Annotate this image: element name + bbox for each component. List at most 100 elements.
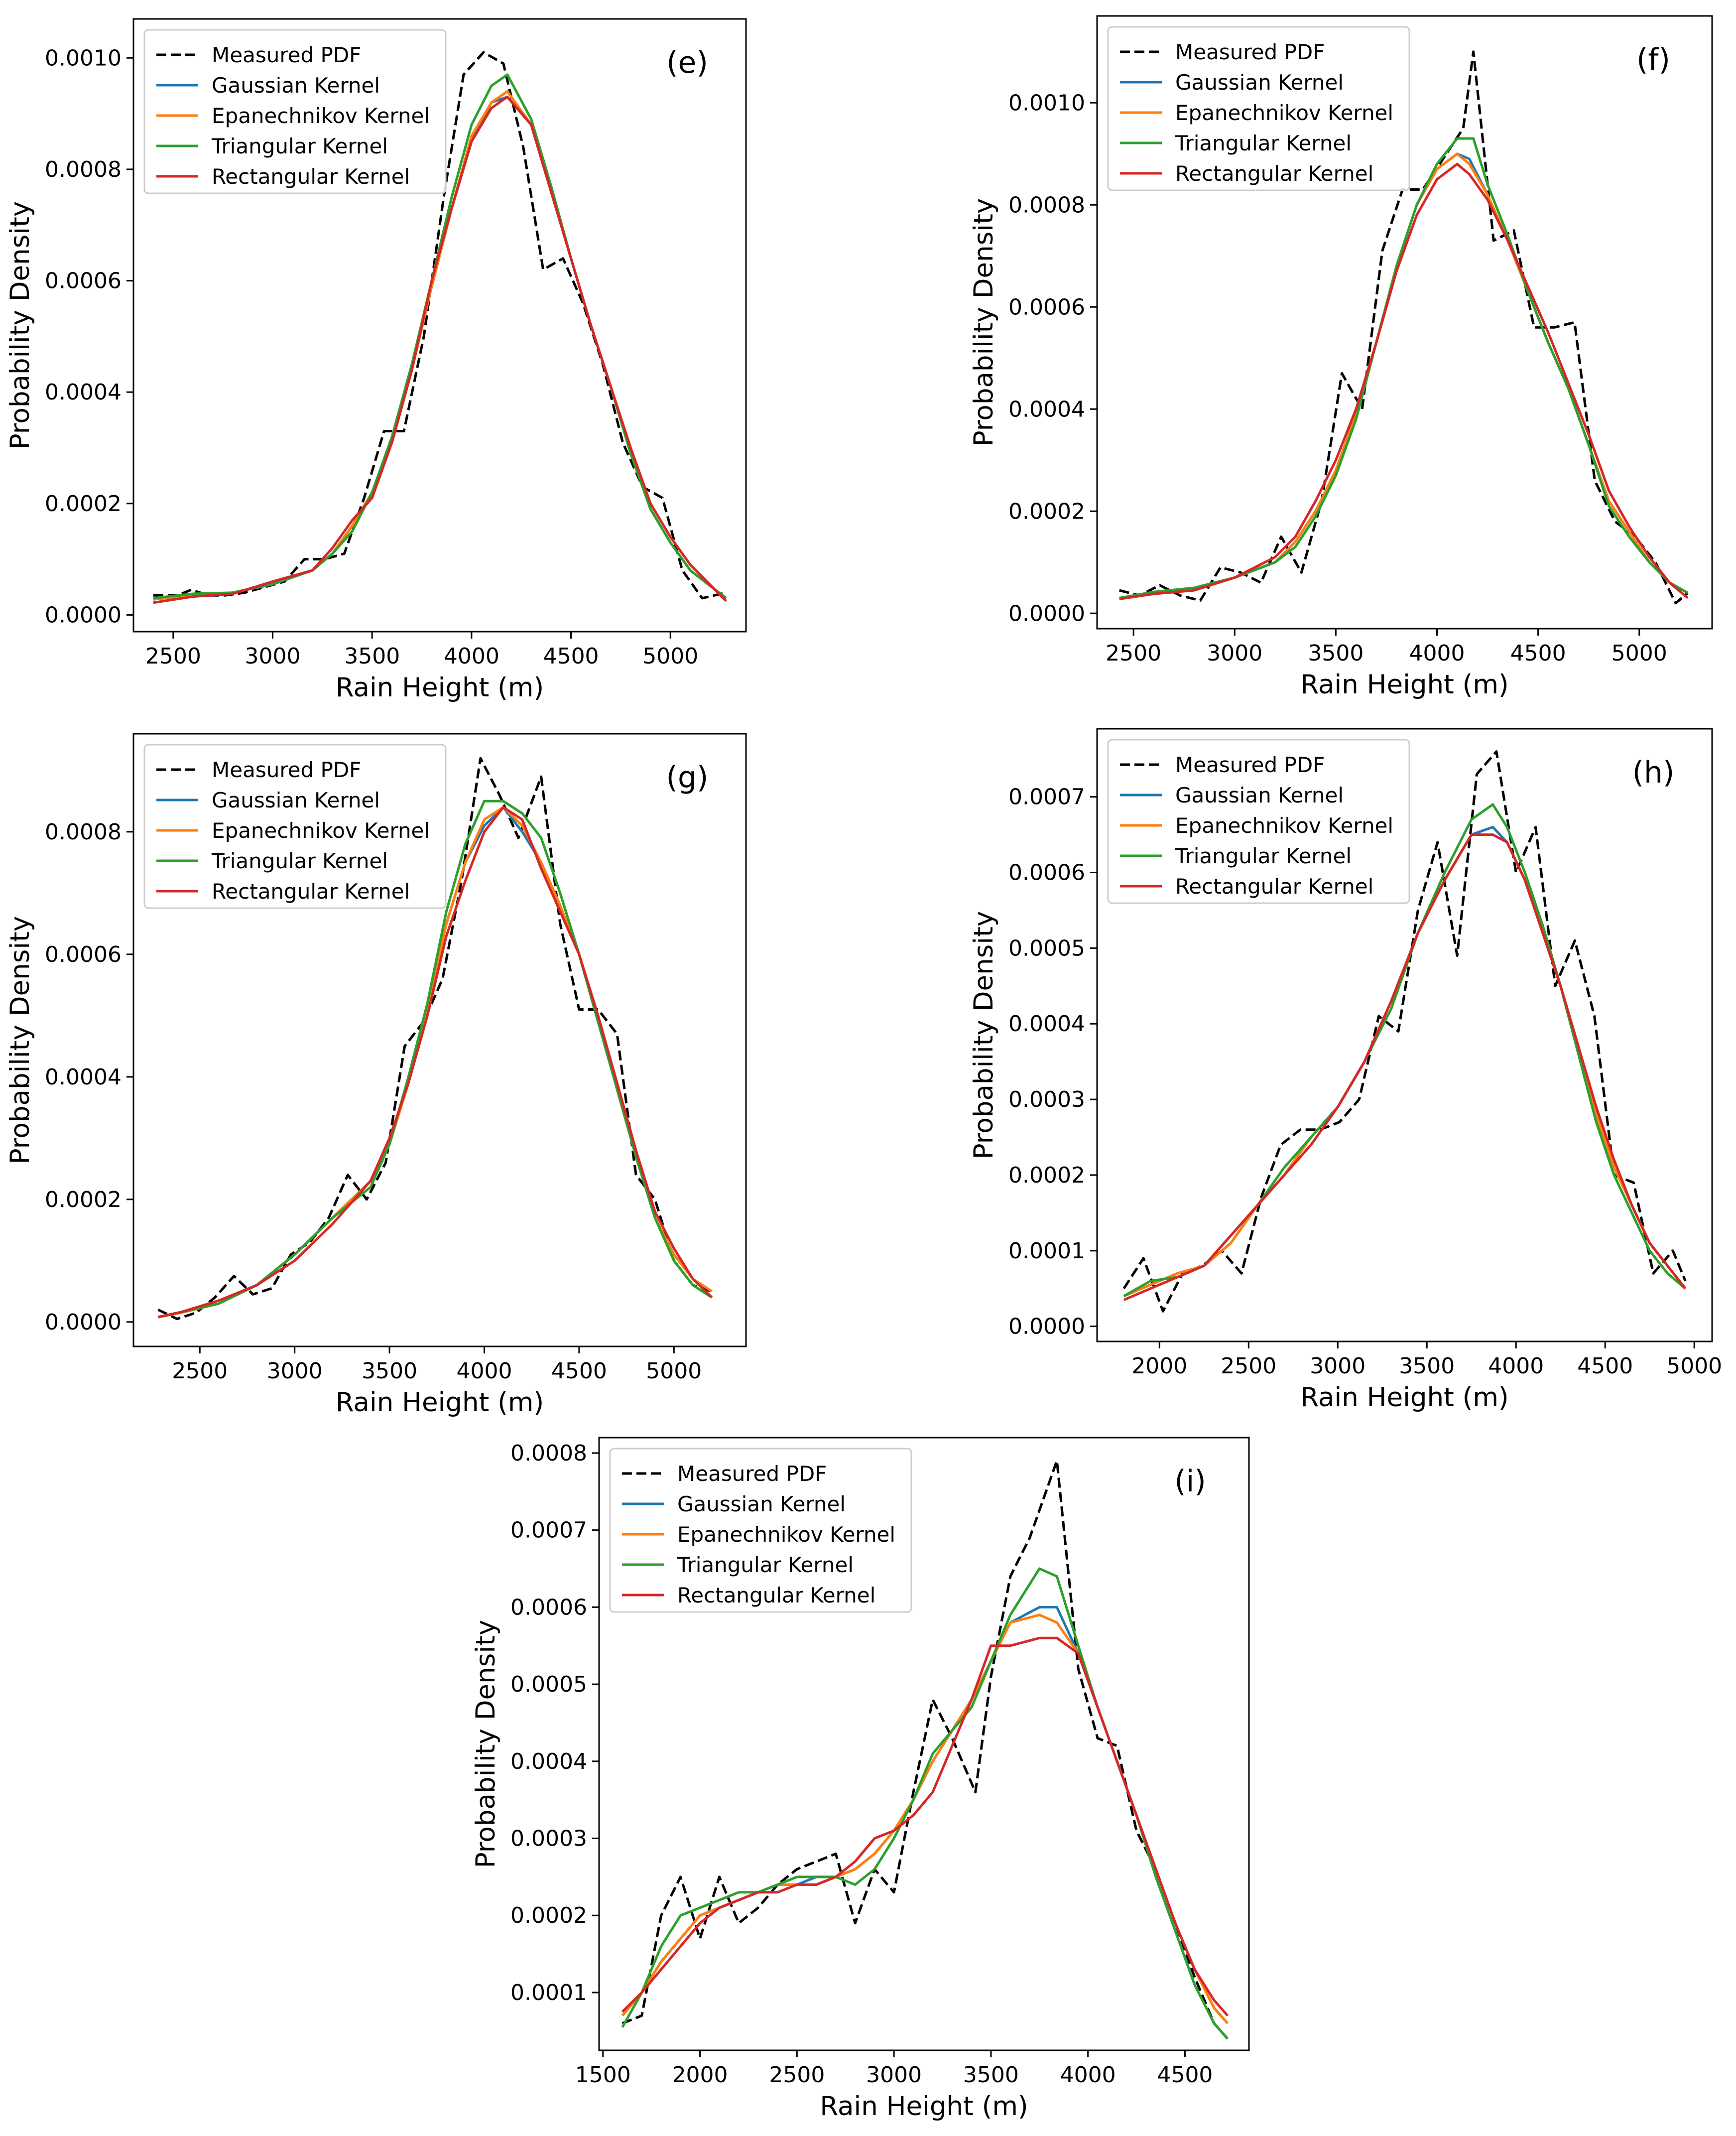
y-tick-label: 0.0000 — [1008, 1314, 1085, 1339]
x-tick-label: 3000 — [1207, 641, 1262, 666]
y-tick-label: 0.0005 — [1008, 935, 1085, 961]
y-axis-title: Probability Density — [5, 201, 35, 450]
legend-label: Rectangular Kernel — [677, 1583, 875, 1607]
y-tick-label: 0.0006 — [510, 1595, 587, 1620]
y-tick-label: 0.0002 — [510, 1903, 587, 1928]
y-tick-label: 0.0006 — [1008, 294, 1085, 320]
y-tick-label: 0.0004 — [45, 1065, 122, 1090]
x-tick-label: 1500 — [575, 2062, 631, 2088]
x-tick-label: 3500 — [1399, 1353, 1455, 1379]
x-tick-label: 2500 — [1106, 641, 1161, 666]
panel-0: 2500 3000 3500 4000 4500 5000 0.0000 0.0002 0.00… — [5, 18, 747, 703]
x-tick-label: 5000 — [1666, 1353, 1722, 1379]
x-tick-label: 3500 — [344, 644, 400, 669]
y-tick-label: 0.0004 — [1008, 1011, 1085, 1037]
x-tick-label: 3500 — [1308, 641, 1364, 666]
y-tick-label: 0.0004 — [510, 1749, 587, 1774]
y-tick-label: 0.0005 — [510, 1672, 587, 1697]
panel-label: (h) — [1632, 755, 1675, 790]
panel-3: 2000 2500 3000 3500 4000 4500 5000 0.0000 0.0001… — [969, 728, 1722, 1413]
y-axis-title: Probability Density — [471, 1620, 501, 1869]
y-axis-title: Probability Density — [969, 198, 999, 447]
x-axis-title: Rain Height (m) — [1300, 1382, 1508, 1413]
series-line-measured-pdf — [621, 1459, 1229, 2040]
y-tick-label: 0.0006 — [45, 942, 122, 967]
x-tick-label: 2500 — [769, 2062, 825, 2088]
series-group — [1119, 50, 1689, 605]
legend-label: Epanechnikov Kernel — [212, 104, 430, 128]
legend-box — [143, 744, 447, 909]
y-tick-label: 0.0001 — [510, 1980, 587, 2005]
legend-label: Epanechnikov Kernel — [677, 1522, 895, 1547]
y-tick-label: 0.0008 — [45, 819, 122, 845]
x-axis-title: Rain Height (m) — [820, 2091, 1028, 2122]
y-tick-label: 0.0002 — [45, 491, 122, 517]
series-group — [1122, 750, 1687, 1313]
legend-label: Gaussian Kernel — [212, 788, 380, 812]
x-axis-title: Rain Height (m) — [1300, 669, 1508, 700]
panel-4: 1500 2000 2500 3000 3500 4000 4500 0.0001 0.0002… — [471, 1437, 1250, 2122]
y-tick-label: 0.0002 — [1008, 499, 1085, 524]
y-tick-label: 0.0000 — [45, 1310, 122, 1335]
x-tick-label: 3000 — [245, 644, 301, 669]
x-tick-label: 4000 — [1488, 1353, 1544, 1379]
y-tick-label: 0.0001 — [1008, 1238, 1085, 1264]
y-tick-label: 0.0004 — [45, 380, 122, 405]
y-tick-label: 0.0006 — [1008, 860, 1085, 886]
y-tick-label: 0.0008 — [45, 157, 122, 182]
y-tick-label: 0.0000 — [45, 602, 122, 628]
x-tick-label: 4500 — [551, 1358, 607, 1384]
y-tick-label: 0.0004 — [1008, 397, 1085, 422]
x-tick-label: 4500 — [1577, 1353, 1633, 1379]
y-tick-label: 0.0000 — [1008, 601, 1085, 626]
x-tick-label: 4500 — [1510, 641, 1566, 666]
x-tick-label: 4500 — [543, 644, 599, 669]
series-group — [621, 1459, 1229, 2040]
legend-label: Triangular Kernel — [211, 849, 388, 873]
legend-box — [143, 29, 447, 194]
series-group — [157, 757, 713, 1321]
x-tick-label: 3000 — [267, 1358, 323, 1384]
x-tick-label: 2500 — [145, 644, 201, 669]
panel-1: 2500 3000 3500 4000 4500 5000 0.0000 0.0002 0.00… — [969, 15, 1713, 700]
x-tick-label: 4000 — [456, 1358, 512, 1384]
y-tick-label: 0.0002 — [45, 1187, 122, 1212]
legend-box — [1107, 739, 1410, 904]
y-tick-label: 0.0002 — [1008, 1163, 1085, 1188]
x-tick-label: 4500 — [1157, 2062, 1213, 2088]
y-tick-label: 0.0008 — [1008, 192, 1085, 218]
legend-label: Rectangular Kernel — [1175, 874, 1373, 899]
legend-label: Gaussian Kernel — [1175, 783, 1344, 807]
x-tick-label: 3000 — [866, 2062, 922, 2088]
y-tick-label: 0.0010 — [1008, 90, 1085, 116]
x-tick-label: 4000 — [1060, 2062, 1116, 2088]
legend-label: Measured PDF — [212, 43, 361, 67]
axes-frame — [1096, 728, 1713, 1342]
panel-label: (g) — [666, 760, 709, 795]
x-tick-label: 2000 — [1131, 1353, 1187, 1379]
legend-label: Triangular Kernel — [211, 134, 388, 158]
x-tick-label: 3500 — [362, 1358, 417, 1384]
legend-label: Measured PDF — [677, 1462, 827, 1486]
legend-label: Rectangular Kernel — [1175, 161, 1373, 186]
series-line-rectangular-kernel — [621, 1636, 1229, 2017]
y-tick-label: 0.0006 — [45, 268, 122, 294]
x-tick-label: 5000 — [646, 1358, 702, 1384]
legend-label: Epanechnikov Kernel — [1175, 101, 1393, 125]
legend-label: Epanechnikov Kernel — [1175, 813, 1393, 838]
legend-label: Epanechnikov Kernel — [212, 818, 430, 843]
axes-frame — [132, 18, 747, 633]
legend-label: Rectangular Kernel — [212, 879, 410, 904]
x-tick-label: 4000 — [1409, 641, 1465, 666]
axes-frame — [132, 733, 747, 1347]
x-tick-label: 3500 — [963, 2062, 1019, 2088]
panel-label: (e) — [666, 45, 708, 80]
y-tick-label: 0.0003 — [510, 1826, 587, 1852]
legend-box — [1107, 26, 1410, 191]
legend-label: Measured PDF — [1175, 753, 1325, 777]
panel-label: (f) — [1636, 42, 1670, 77]
series-line-measured-pdf — [153, 51, 727, 600]
panel-2: 2500 3000 3500 4000 4500 5000 0.0000 0.0002 0.00… — [5, 733, 747, 1418]
x-tick-label: 2000 — [672, 2062, 728, 2088]
